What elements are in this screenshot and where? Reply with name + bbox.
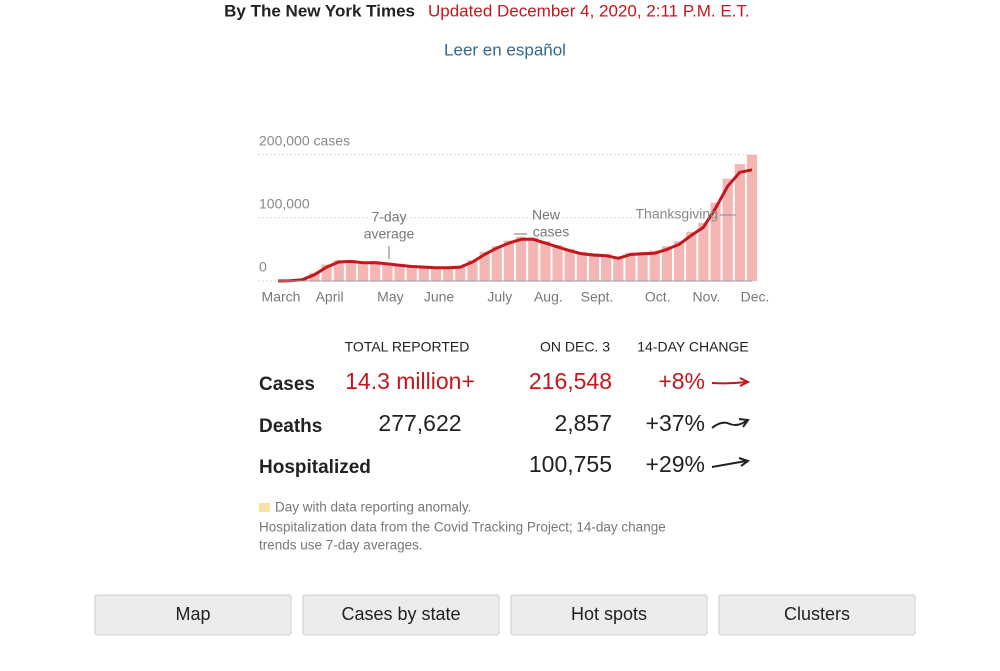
bar (722, 178, 733, 281)
updated: Updated December 4, 2020, 2:11 P.M. E.T. (428, 1, 750, 20)
daily-value: 100,755 (529, 451, 612, 477)
annotation: 7-day (371, 209, 406, 225)
bar (418, 265, 429, 281)
total-value: 277,622 (378, 410, 461, 436)
button-bar: Map Cases by state Hot spots Clusters (94, 594, 916, 636)
x-tick-label: Sept. (581, 289, 614, 305)
bar (345, 260, 357, 281)
nav-button[interactable] (718, 594, 916, 636)
bar (673, 241, 685, 281)
x-tick-label: May (377, 289, 403, 305)
bar (661, 246, 673, 281)
x-tick-label: July (487, 289, 512, 305)
bar (734, 164, 745, 281)
language-link[interactable]: Leer en español (444, 40, 566, 59)
row-label: Hospitalized (259, 457, 371, 478)
bar (576, 251, 587, 281)
nav-button[interactable] (302, 594, 500, 636)
x-tick-label: June (424, 289, 455, 305)
total-value: 14.3 million+ (345, 368, 475, 394)
bar (370, 260, 381, 281)
bar (503, 240, 515, 281)
bar (357, 261, 369, 281)
bar (540, 241, 551, 281)
bar (309, 272, 320, 281)
bar (625, 252, 636, 281)
chart: 0 100,000 200,000 cases March April May June Ju… (258, 132, 770, 305)
bar (333, 260, 344, 281)
nav-button-label[interactable]: Cases by state (341, 604, 460, 624)
byline: By The New York Times (224, 1, 415, 20)
x-tick-label: Oct. (645, 289, 671, 305)
nav-button-label[interactable]: Map (175, 604, 210, 624)
bar (430, 266, 442, 281)
nav-button[interactable] (94, 594, 292, 636)
change-value: +8% (658, 368, 705, 394)
bar (637, 251, 648, 281)
average-line (277, 168, 753, 283)
y-tick-label: 200,000 cases (259, 132, 350, 148)
bar (613, 256, 624, 281)
y-tick-label: 0 (259, 259, 267, 275)
bar (588, 253, 600, 281)
x-tick-label: Nov. (693, 289, 721, 305)
nav-button-label[interactable]: Hot spots (571, 604, 647, 624)
trend-arrow (711, 457, 751, 468)
bar (479, 251, 490, 281)
source-note: trends use 7-day averages. (259, 538, 423, 553)
annotation: average (364, 226, 415, 242)
x-tick-label: April (316, 289, 344, 305)
stats-table: TOTAL REPORTED ON DEC. 3 14-DAY CHANGE Case… (259, 339, 749, 478)
bar (467, 260, 478, 281)
bar (649, 250, 660, 281)
bar (698, 222, 709, 281)
x-tick-label: March (262, 289, 301, 305)
anomaly-note: Day with data reporting anomaly. (275, 500, 471, 515)
nav-button[interactable] (510, 594, 708, 636)
trend-arrow (711, 377, 751, 387)
annotation: cases (533, 224, 570, 240)
daily-value: 216,548 (529, 368, 612, 394)
nav-button-label[interactable]: Clusters (784, 604, 850, 624)
change-value: +29% (646, 451, 705, 477)
column-header: 14-DAY CHANGE (637, 339, 749, 355)
x-tick-label: Dec. (741, 289, 770, 305)
bar (686, 231, 697, 281)
bar (552, 244, 563, 281)
bar (491, 246, 502, 281)
bar (406, 265, 417, 281)
bar (710, 202, 721, 281)
bar (515, 236, 527, 281)
change-value: +37% (646, 410, 705, 436)
bar (394, 263, 405, 281)
source-note: Hospitalization data from the Covid Trac… (259, 520, 666, 535)
daily-value: 2,857 (554, 410, 612, 436)
row-label: Deaths (259, 416, 322, 437)
annotation: New (532, 207, 561, 223)
trend-arrow (711, 418, 750, 429)
bar (382, 262, 393, 281)
bar (564, 248, 575, 281)
bar (443, 267, 454, 281)
column-header: ON DEC. 3 (540, 339, 610, 355)
bar (601, 253, 612, 281)
bar (746, 154, 758, 281)
x-tick-label: Aug. (534, 289, 563, 305)
annotation: Thanksgiving (636, 206, 719, 222)
bar (455, 265, 466, 281)
row-label: Cases (259, 374, 315, 395)
bar (528, 237, 539, 281)
column-header: TOTAL REPORTED (345, 339, 470, 355)
anomaly-swatch (259, 503, 270, 512)
y-tick-label: 100,000 (259, 196, 310, 212)
bar (321, 264, 332, 281)
